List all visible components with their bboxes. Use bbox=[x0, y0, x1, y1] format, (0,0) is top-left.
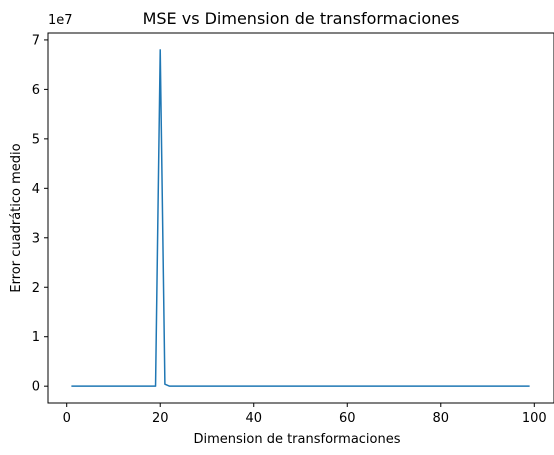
y-axis-ticks: 0 1 2 3 4 5 6 7 bbox=[32, 33, 48, 395]
x-tick-label: 0 bbox=[63, 411, 71, 426]
x-tick-label: 60 bbox=[339, 411, 356, 426]
x-tick-label: 80 bbox=[433, 411, 450, 426]
x-axis-ticks: 0 20 40 60 80 100 bbox=[63, 403, 547, 426]
chart-title: MSE vs Dimension de transformaciones bbox=[143, 9, 460, 28]
series-layer bbox=[71, 49, 530, 387]
y-offset-label: 1e7 bbox=[48, 13, 73, 28]
x-tick-label: 20 bbox=[152, 411, 169, 426]
y-tick-label: 4 bbox=[32, 182, 40, 197]
y-tick-label: 6 bbox=[32, 83, 40, 98]
x-tick-label: 40 bbox=[245, 411, 262, 426]
y-tick-label: 2 bbox=[32, 281, 40, 296]
x-axis-label: Dimension de transformaciones bbox=[193, 432, 400, 447]
y-tick-label: 7 bbox=[32, 33, 40, 48]
plot-frame bbox=[47, 32, 554, 404]
y-tick-label: 3 bbox=[32, 231, 40, 246]
y-axis-label: Error cuadrático medio bbox=[9, 143, 24, 292]
y-tick-label: 0 bbox=[32, 380, 40, 395]
x-tick-label: 100 bbox=[522, 411, 547, 426]
series-line bbox=[71, 49, 530, 387]
plot-area bbox=[47, 32, 554, 404]
y-tick-label: 5 bbox=[32, 132, 40, 147]
y-tick-label: 1 bbox=[32, 330, 40, 345]
